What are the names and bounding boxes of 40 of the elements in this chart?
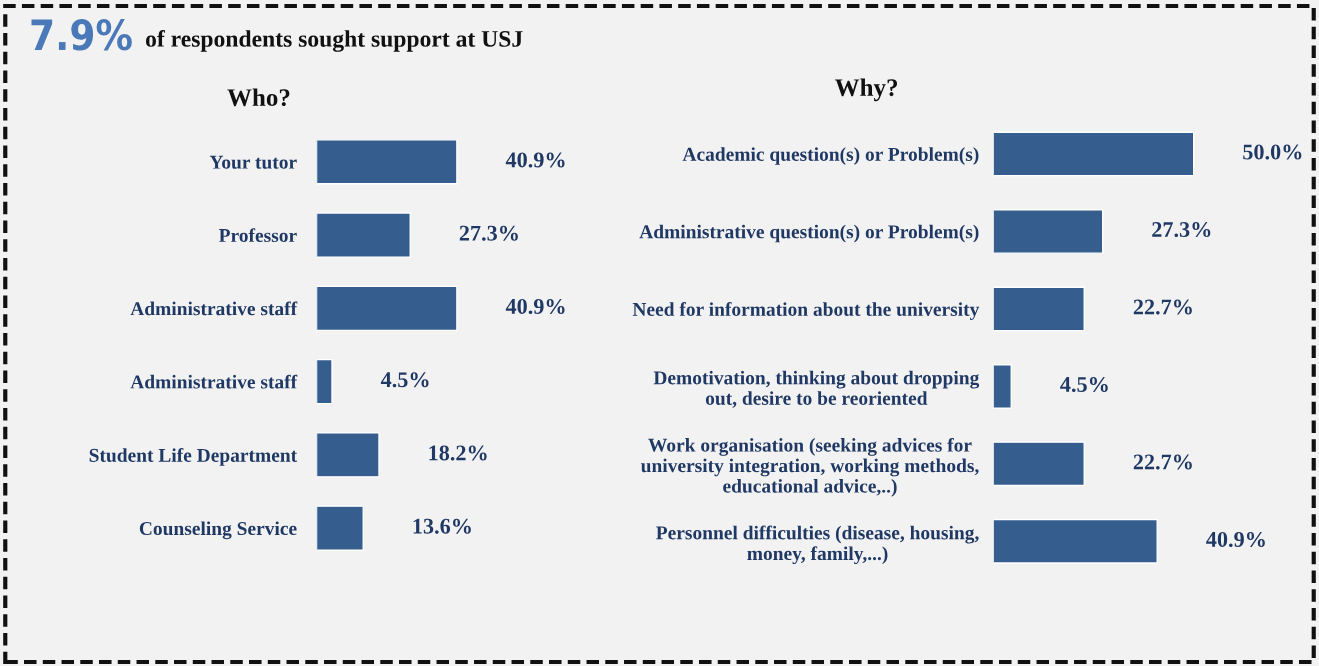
- data-label: 4.5%: [1060, 376, 1108, 393]
- y-tick-label: Work organisation (seeking advices for university integration, working methods, educational advice,..): [640, 437, 979, 497]
- y-tick-label: Counseling Service: [139, 521, 297, 540]
- bar: [993, 518, 1158, 564]
- bar: [993, 441, 1085, 487]
- data-label: 13.6%: [413, 518, 471, 534]
- text: 7.9%: [31, 19, 132, 51]
- data-label: 27.3%: [1152, 222, 1211, 238]
- bar: [993, 131, 1195, 177]
- y-tick-label: Administrative question(s) or Problem(s): [639, 224, 979, 243]
- y-tick-label: Demotivation, thinking about dropping out, desire to be reoriented: [653, 370, 980, 408]
- y-tick-label: Need for information about the university: [632, 302, 980, 320]
- bar: [316, 212, 411, 258]
- data-label: 27.3%: [459, 225, 518, 241]
- y-tick-label: Your tutor: [209, 155, 297, 169]
- data-label: 22.7%: [1133, 299, 1192, 315]
- data-label: 18.2%: [429, 445, 487, 461]
- chart-title: Why?: [834, 78, 898, 102]
- y-tick-label: Administrative staff: [130, 301, 298, 316]
- data-label: 22.7%: [1133, 454, 1192, 470]
- bar: [316, 432, 380, 478]
- bar: [316, 358, 333, 405]
- y-tick-label: Student Life Department: [89, 448, 298, 466]
- y-tick-label: Personnel difficulties (disease, housing, money, family,...): [656, 525, 979, 565]
- bar: [993, 286, 1085, 332]
- data-label: 40.9%: [1206, 531, 1265, 548]
- data-label: 50.0%: [1243, 144, 1302, 160]
- y-tick-label: Professor: [218, 228, 297, 243]
- text: of respondents sought support at USJ: [145, 30, 523, 52]
- bar: [316, 505, 364, 551]
- bar: [316, 139, 458, 185]
- data-label: 40.9%: [505, 152, 565, 168]
- bar: [993, 209, 1104, 254]
- data-label: 4.5%: [380, 372, 429, 388]
- chart-title: Who?: [227, 88, 290, 107]
- data-label: 40.9%: [505, 298, 565, 315]
- bar: [316, 285, 458, 332]
- bar: [993, 364, 1012, 409]
- y-tick-label: Academic question(s) or Problem(s): [682, 147, 979, 165]
- y-tick-label: Administrative staff: [130, 374, 298, 389]
